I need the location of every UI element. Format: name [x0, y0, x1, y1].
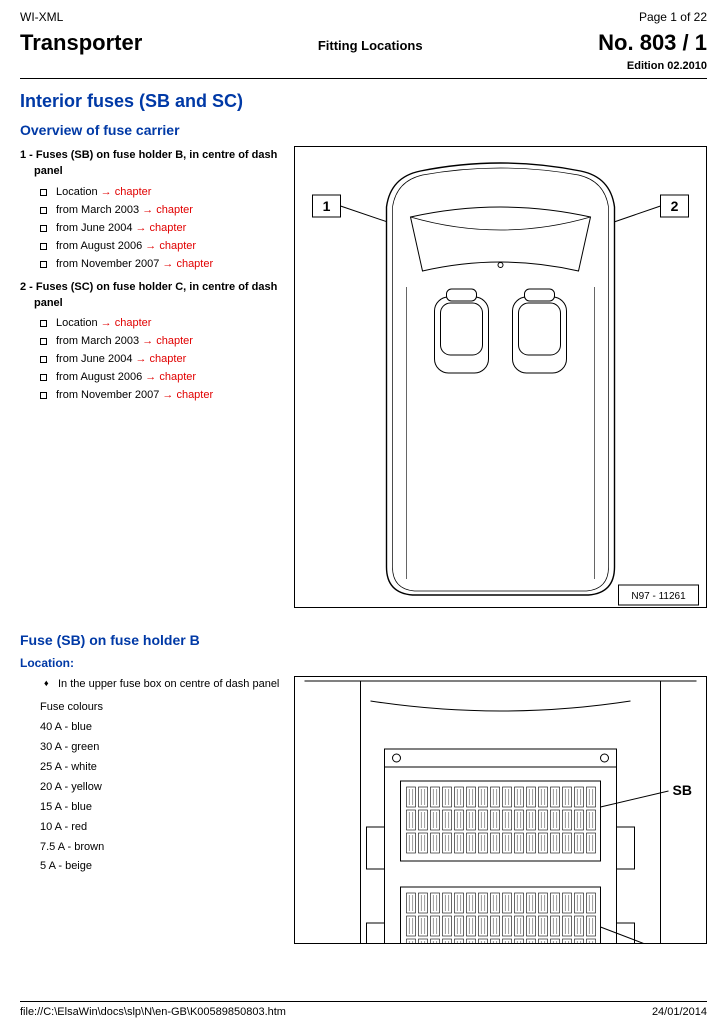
- location-list: In the upper fuse box on centre of dash …: [20, 676, 280, 877]
- list-item: from November 2007 → chapter: [40, 387, 280, 405]
- fuse-colour-line: 40 A - blue: [40, 720, 280, 736]
- list-item-text: from June 2004: [56, 353, 136, 365]
- fuse-colour-line: 15 A - blue: [40, 800, 280, 816]
- list-item: from June 2004 → chapter: [40, 351, 280, 369]
- edition: Edition 02.2010: [20, 60, 707, 72]
- chapter-link[interactable]: → chapter: [142, 204, 193, 216]
- fuse-colour-line: 20 A - yellow: [40, 780, 280, 796]
- page-heading: Interior fuses (SB and SC): [20, 91, 707, 112]
- fusebox-label-sb: SB: [673, 782, 692, 798]
- fuse-colour-line: 5 A - beige: [40, 859, 280, 875]
- figure-credit: N97 - 11261: [631, 591, 686, 602]
- chapter-link[interactable]: → chapter: [136, 222, 187, 234]
- chapter-link[interactable]: → chapter: [101, 317, 152, 329]
- location-heading: Location:: [20, 656, 707, 670]
- chapter-link[interactable]: → chapter: [142, 335, 193, 347]
- list-item-text: from March 2003: [56, 335, 142, 347]
- location-bullet: In the upper fuse box on centre of dash …: [44, 676, 280, 694]
- footer-date: 24/01/2014: [652, 1006, 707, 1018]
- fuse-sb-heading: Fuse (SB) on fuse holder B: [20, 632, 707, 648]
- overview-list: 1 - Fuses (SB) on fuse holder B, in cent…: [20, 146, 280, 411]
- list-item: from June 2004 → chapter: [40, 220, 280, 238]
- list-item-text: Location: [56, 186, 101, 198]
- list-item: from November 2007 → chapter: [40, 256, 280, 274]
- fuse-colour-line: 7.5 A - brown: [40, 840, 280, 856]
- list-item: from March 2003 → chapter: [40, 202, 280, 220]
- fusebox-diagram: SB SC: [294, 676, 707, 944]
- callout-2: 2: [671, 198, 679, 214]
- list-item-text: from August 2006: [56, 371, 145, 383]
- list-item-text: from November 2007: [56, 389, 162, 401]
- list-item: Location → chapter: [40, 184, 280, 202]
- group1-head: 1 - Fuses (SB) on fuse holder B, in cent…: [34, 148, 280, 180]
- fuse-colour-line: 30 A - green: [40, 740, 280, 756]
- list-item-text: from March 2003: [56, 204, 142, 216]
- chapter-link[interactable]: → chapter: [136, 353, 187, 365]
- file-path: file://C:\ElsaWin\docs\slp\N\en-GB\K0058…: [20, 1006, 286, 1018]
- fuse-colour-line: 10 A - red: [40, 820, 280, 836]
- fuse-colour-line: 25 A - white: [40, 760, 280, 776]
- group2-head: 2 - Fuses (SC) on fuse holder C, in cent…: [34, 280, 280, 312]
- doc-type: WI-XML: [20, 10, 63, 24]
- chapter-link[interactable]: → chapter: [145, 240, 196, 252]
- list-item-text: Location: [56, 317, 101, 329]
- chapter-link[interactable]: → chapter: [162, 389, 213, 401]
- overview-heading: Overview of fuse carrier: [20, 122, 707, 138]
- chapter-link[interactable]: → chapter: [101, 186, 152, 198]
- list-item-text: from November 2007: [56, 258, 162, 270]
- list-item: from August 2006 → chapter: [40, 369, 280, 387]
- callout-1: 1: [323, 198, 331, 214]
- vehicle-title: Transporter: [20, 30, 142, 56]
- list-item: from March 2003 → chapter: [40, 333, 280, 351]
- fuse-colours-head: Fuse colours: [40, 700, 280, 716]
- list-item: Location → chapter: [40, 315, 280, 333]
- section-title: Fitting Locations: [142, 38, 598, 53]
- chapter-link[interactable]: → chapter: [145, 371, 196, 383]
- doc-number: No. 803 / 1: [598, 30, 707, 56]
- chapter-link[interactable]: → chapter: [162, 258, 213, 270]
- list-item-text: from June 2004: [56, 222, 136, 234]
- list-item: from August 2006 → chapter: [40, 238, 280, 256]
- list-item-text: from August 2006: [56, 240, 145, 252]
- page-number: Page 1 of 22: [639, 10, 707, 24]
- vehicle-diagram: 1 2: [294, 146, 707, 608]
- divider: [20, 78, 707, 79]
